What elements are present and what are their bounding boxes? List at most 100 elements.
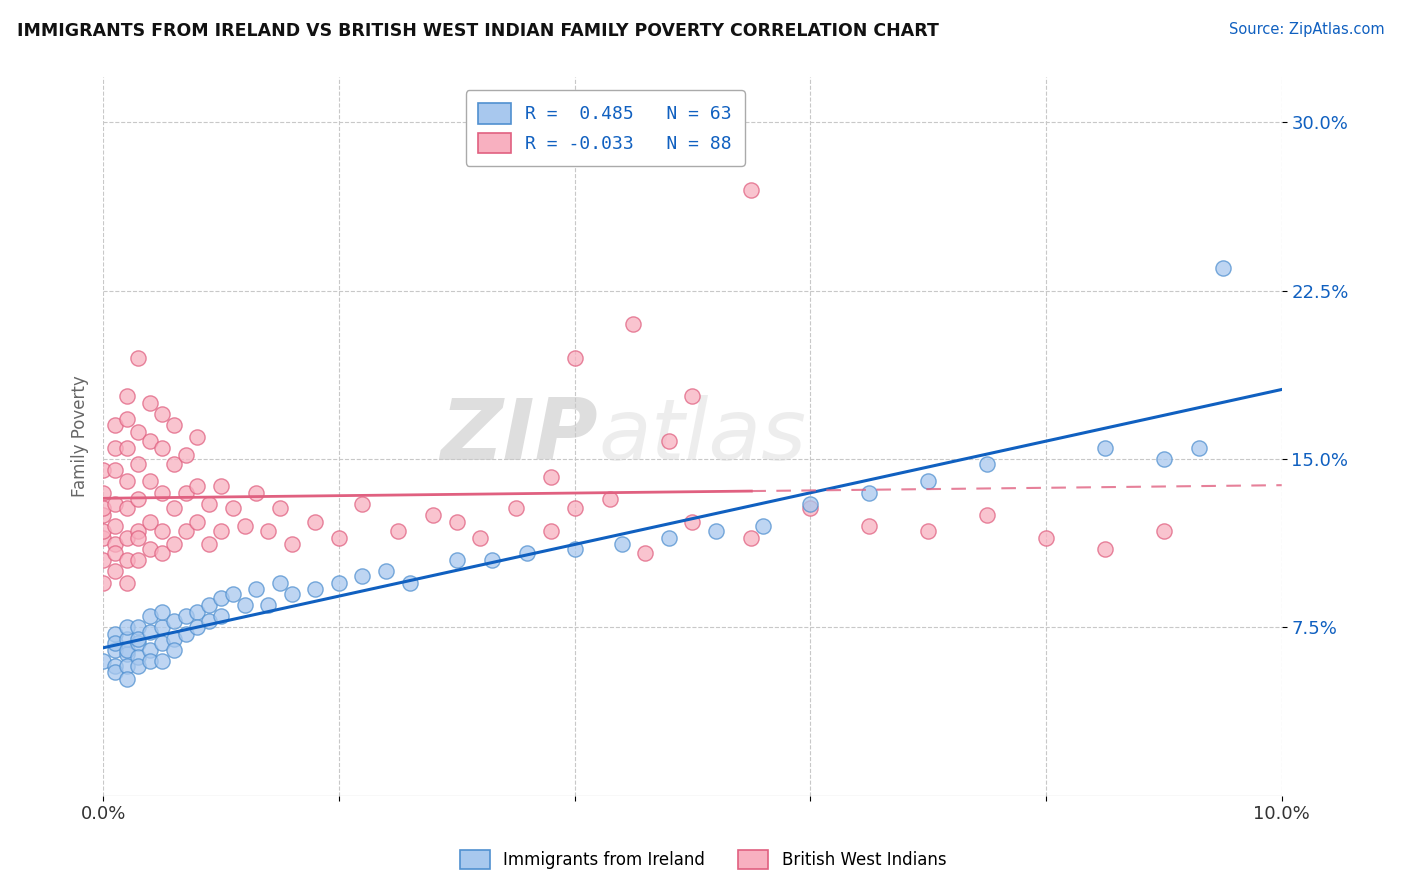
Point bbox=[115, 411, 138, 425]
Point bbox=[269, 575, 291, 590]
Point bbox=[257, 598, 280, 612]
Point bbox=[280, 537, 302, 551]
Point bbox=[245, 485, 267, 500]
Point bbox=[446, 515, 468, 529]
Point bbox=[704, 524, 727, 538]
Text: ZIP: ZIP bbox=[440, 395, 598, 478]
Point bbox=[104, 627, 127, 641]
Point bbox=[104, 546, 127, 560]
Point bbox=[352, 497, 374, 511]
Point bbox=[1188, 441, 1211, 455]
Point bbox=[115, 643, 138, 657]
Point bbox=[174, 524, 197, 538]
Point bbox=[139, 541, 162, 556]
Point bbox=[115, 441, 138, 455]
Point bbox=[127, 524, 149, 538]
Point bbox=[115, 648, 138, 662]
Point bbox=[115, 531, 138, 545]
Point bbox=[1153, 524, 1175, 538]
Point bbox=[104, 441, 127, 455]
Point bbox=[304, 582, 326, 597]
Point bbox=[139, 624, 162, 639]
Point bbox=[139, 515, 162, 529]
Point bbox=[681, 389, 703, 403]
Point bbox=[681, 515, 703, 529]
Point bbox=[127, 457, 149, 471]
Point bbox=[150, 636, 173, 650]
Point bbox=[446, 553, 468, 567]
Point bbox=[127, 620, 149, 634]
Point bbox=[104, 497, 127, 511]
Point bbox=[163, 537, 186, 551]
Point bbox=[209, 524, 232, 538]
Point bbox=[917, 475, 939, 489]
Point bbox=[186, 605, 208, 619]
Point bbox=[752, 519, 775, 533]
Point bbox=[976, 508, 998, 523]
Point bbox=[104, 519, 127, 533]
Point bbox=[104, 418, 127, 433]
Point bbox=[104, 665, 127, 680]
Point bbox=[209, 591, 232, 606]
Point bbox=[163, 418, 186, 433]
Point bbox=[740, 183, 762, 197]
Point bbox=[174, 485, 197, 500]
Point bbox=[91, 654, 114, 668]
Point bbox=[976, 457, 998, 471]
Point bbox=[858, 485, 880, 500]
Point bbox=[91, 508, 114, 523]
Point bbox=[163, 632, 186, 646]
Point bbox=[127, 553, 149, 567]
Point bbox=[1094, 541, 1116, 556]
Point bbox=[623, 318, 645, 332]
Point bbox=[740, 531, 762, 545]
Point bbox=[233, 519, 256, 533]
Point bbox=[163, 457, 186, 471]
Point bbox=[150, 485, 173, 500]
Point bbox=[209, 479, 232, 493]
Point bbox=[1212, 261, 1234, 276]
Point bbox=[127, 649, 149, 664]
Point bbox=[127, 351, 149, 365]
Point bbox=[104, 643, 127, 657]
Point bbox=[115, 501, 138, 516]
Legend: Immigrants from Ireland, British West Indians: Immigrants from Ireland, British West In… bbox=[450, 840, 956, 880]
Point bbox=[104, 658, 127, 673]
Point bbox=[245, 582, 267, 597]
Point bbox=[505, 501, 527, 516]
Point bbox=[104, 463, 127, 477]
Point bbox=[150, 524, 173, 538]
Point bbox=[91, 531, 114, 545]
Point bbox=[564, 501, 586, 516]
Point bbox=[352, 568, 374, 582]
Text: atlas: atlas bbox=[598, 395, 806, 478]
Point bbox=[127, 636, 149, 650]
Point bbox=[91, 463, 114, 477]
Point bbox=[328, 575, 350, 590]
Point bbox=[375, 564, 398, 578]
Point bbox=[222, 587, 245, 601]
Point bbox=[564, 541, 586, 556]
Point bbox=[209, 609, 232, 624]
Point bbox=[481, 553, 503, 567]
Point bbox=[127, 632, 149, 646]
Point bbox=[139, 654, 162, 668]
Point bbox=[115, 553, 138, 567]
Point bbox=[186, 429, 208, 443]
Point bbox=[91, 485, 114, 500]
Point bbox=[91, 501, 114, 516]
Point bbox=[540, 470, 562, 484]
Point bbox=[91, 524, 114, 538]
Text: Source: ZipAtlas.com: Source: ZipAtlas.com bbox=[1229, 22, 1385, 37]
Point bbox=[387, 524, 409, 538]
Point bbox=[186, 515, 208, 529]
Point bbox=[1094, 441, 1116, 455]
Point bbox=[150, 620, 173, 634]
Point bbox=[139, 643, 162, 657]
Point bbox=[186, 620, 208, 634]
Y-axis label: Family Poverty: Family Poverty bbox=[72, 376, 89, 498]
Text: IMMIGRANTS FROM IRELAND VS BRITISH WEST INDIAN FAMILY POVERTY CORRELATION CHART: IMMIGRANTS FROM IRELAND VS BRITISH WEST … bbox=[17, 22, 939, 40]
Point bbox=[150, 605, 173, 619]
Legend: R =  0.485   N = 63, R = -0.033   N = 88: R = 0.485 N = 63, R = -0.033 N = 88 bbox=[465, 90, 745, 166]
Point bbox=[127, 658, 149, 673]
